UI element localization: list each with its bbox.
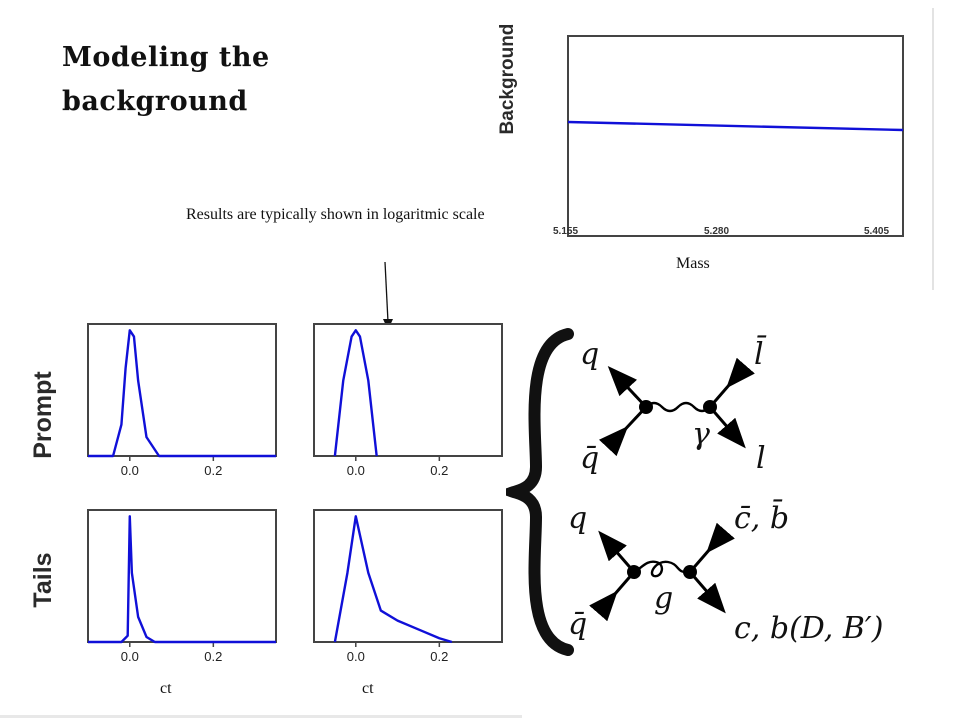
bg-tick-label-3: 5.405 [864, 226, 890, 237]
background-line [567, 120, 904, 132]
ct-label-left: ct [160, 680, 172, 697]
x-tick-label: 0.0 [121, 649, 139, 664]
anticharm-label: c̄, b̄ [734, 498, 789, 536]
x-tick-label: 0.2 [430, 463, 448, 478]
lepton-label: l [756, 441, 766, 476]
x-tick-label: 0.2 [204, 463, 222, 478]
series-line [88, 329, 276, 458]
tails-log-plot: 0.0 0.2 [313, 509, 503, 664]
background-plot [567, 35, 904, 237]
series-line [333, 329, 378, 457]
charm-label: c, b(D, B′) [734, 611, 883, 646]
mass-label: Mass [676, 255, 710, 272]
antiquark-label-top: q̄ [580, 441, 599, 476]
plot-frame [313, 323, 503, 457]
quark-label-top: q [580, 337, 599, 372]
background-ylabel: Background [497, 23, 518, 135]
antiquark-label-bottom: q̄ [568, 607, 587, 642]
x-tick-label: 0.2 [204, 649, 222, 664]
series-line [333, 515, 453, 644]
prompt-linear-plot: 0.0 0.2 [87, 323, 277, 478]
series-line [88, 515, 276, 644]
plot-frame [87, 509, 277, 643]
quark-label-bottom: q [568, 501, 587, 536]
plot-frame [87, 323, 277, 457]
x-tick-label: 0.0 [347, 463, 365, 478]
bottom-divider [0, 715, 522, 718]
x-tick-label: 0.0 [347, 649, 365, 664]
antilepton-label: l̄ [754, 334, 767, 372]
gluon-label: g [654, 581, 673, 616]
x-tick-label: 0.2 [430, 649, 448, 664]
vertical-divider [932, 8, 934, 290]
tails-row-label: Tails [29, 552, 57, 608]
prompt-row-label: Prompt [29, 371, 57, 459]
photon-label: γ [692, 417, 710, 452]
photon-diagram [598, 357, 755, 457]
slide-title: Modeling the background [62, 42, 270, 117]
bg-tick-label-1: 5.155 [553, 226, 579, 237]
ct-label-right: ct [362, 680, 374, 697]
gluon-diagram [589, 522, 735, 622]
plot-frame [313, 509, 503, 643]
bg-tick-label-2: 5.280 [704, 226, 730, 237]
tails-linear-plot: 0.0 0.2 [87, 509, 277, 664]
x-tick-label: 0.0 [121, 463, 139, 478]
prompt-log-plot: 0.0 0.2 [313, 323, 503, 478]
annotation-text: Results are typically shown in logaritmi… [186, 206, 485, 223]
curly-brace [506, 328, 574, 656]
feynman-diagrams: q q̄ l̄ l γ q q̄ c̄, b̄ c, b(D, B′) g [506, 328, 883, 656]
